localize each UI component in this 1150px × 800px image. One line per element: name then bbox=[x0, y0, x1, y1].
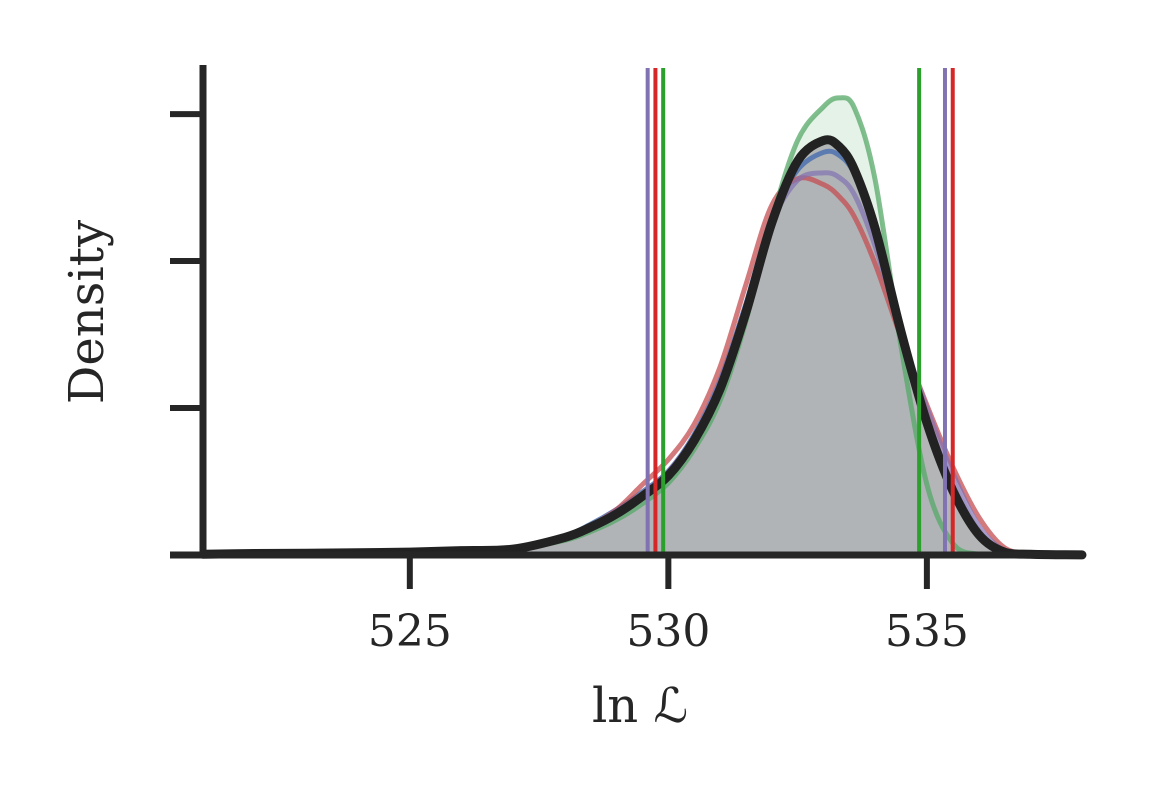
x-tick-label-535: 535 bbox=[885, 606, 969, 657]
ticks: 525 530 535 bbox=[170, 111, 969, 657]
y-axis-title: Density bbox=[59, 220, 115, 404]
axes bbox=[170, 65, 1085, 559]
x-tick-label-530: 530 bbox=[626, 606, 710, 657]
interval-lines bbox=[645, 68, 955, 555]
x-axis-title: ln ℒ bbox=[592, 678, 688, 734]
density-line-1 bbox=[198, 135, 1087, 560]
density-fill-1 bbox=[203, 139, 1082, 555]
x-tick-label-525: 525 bbox=[368, 606, 452, 657]
plot-area bbox=[198, 95, 1087, 560]
